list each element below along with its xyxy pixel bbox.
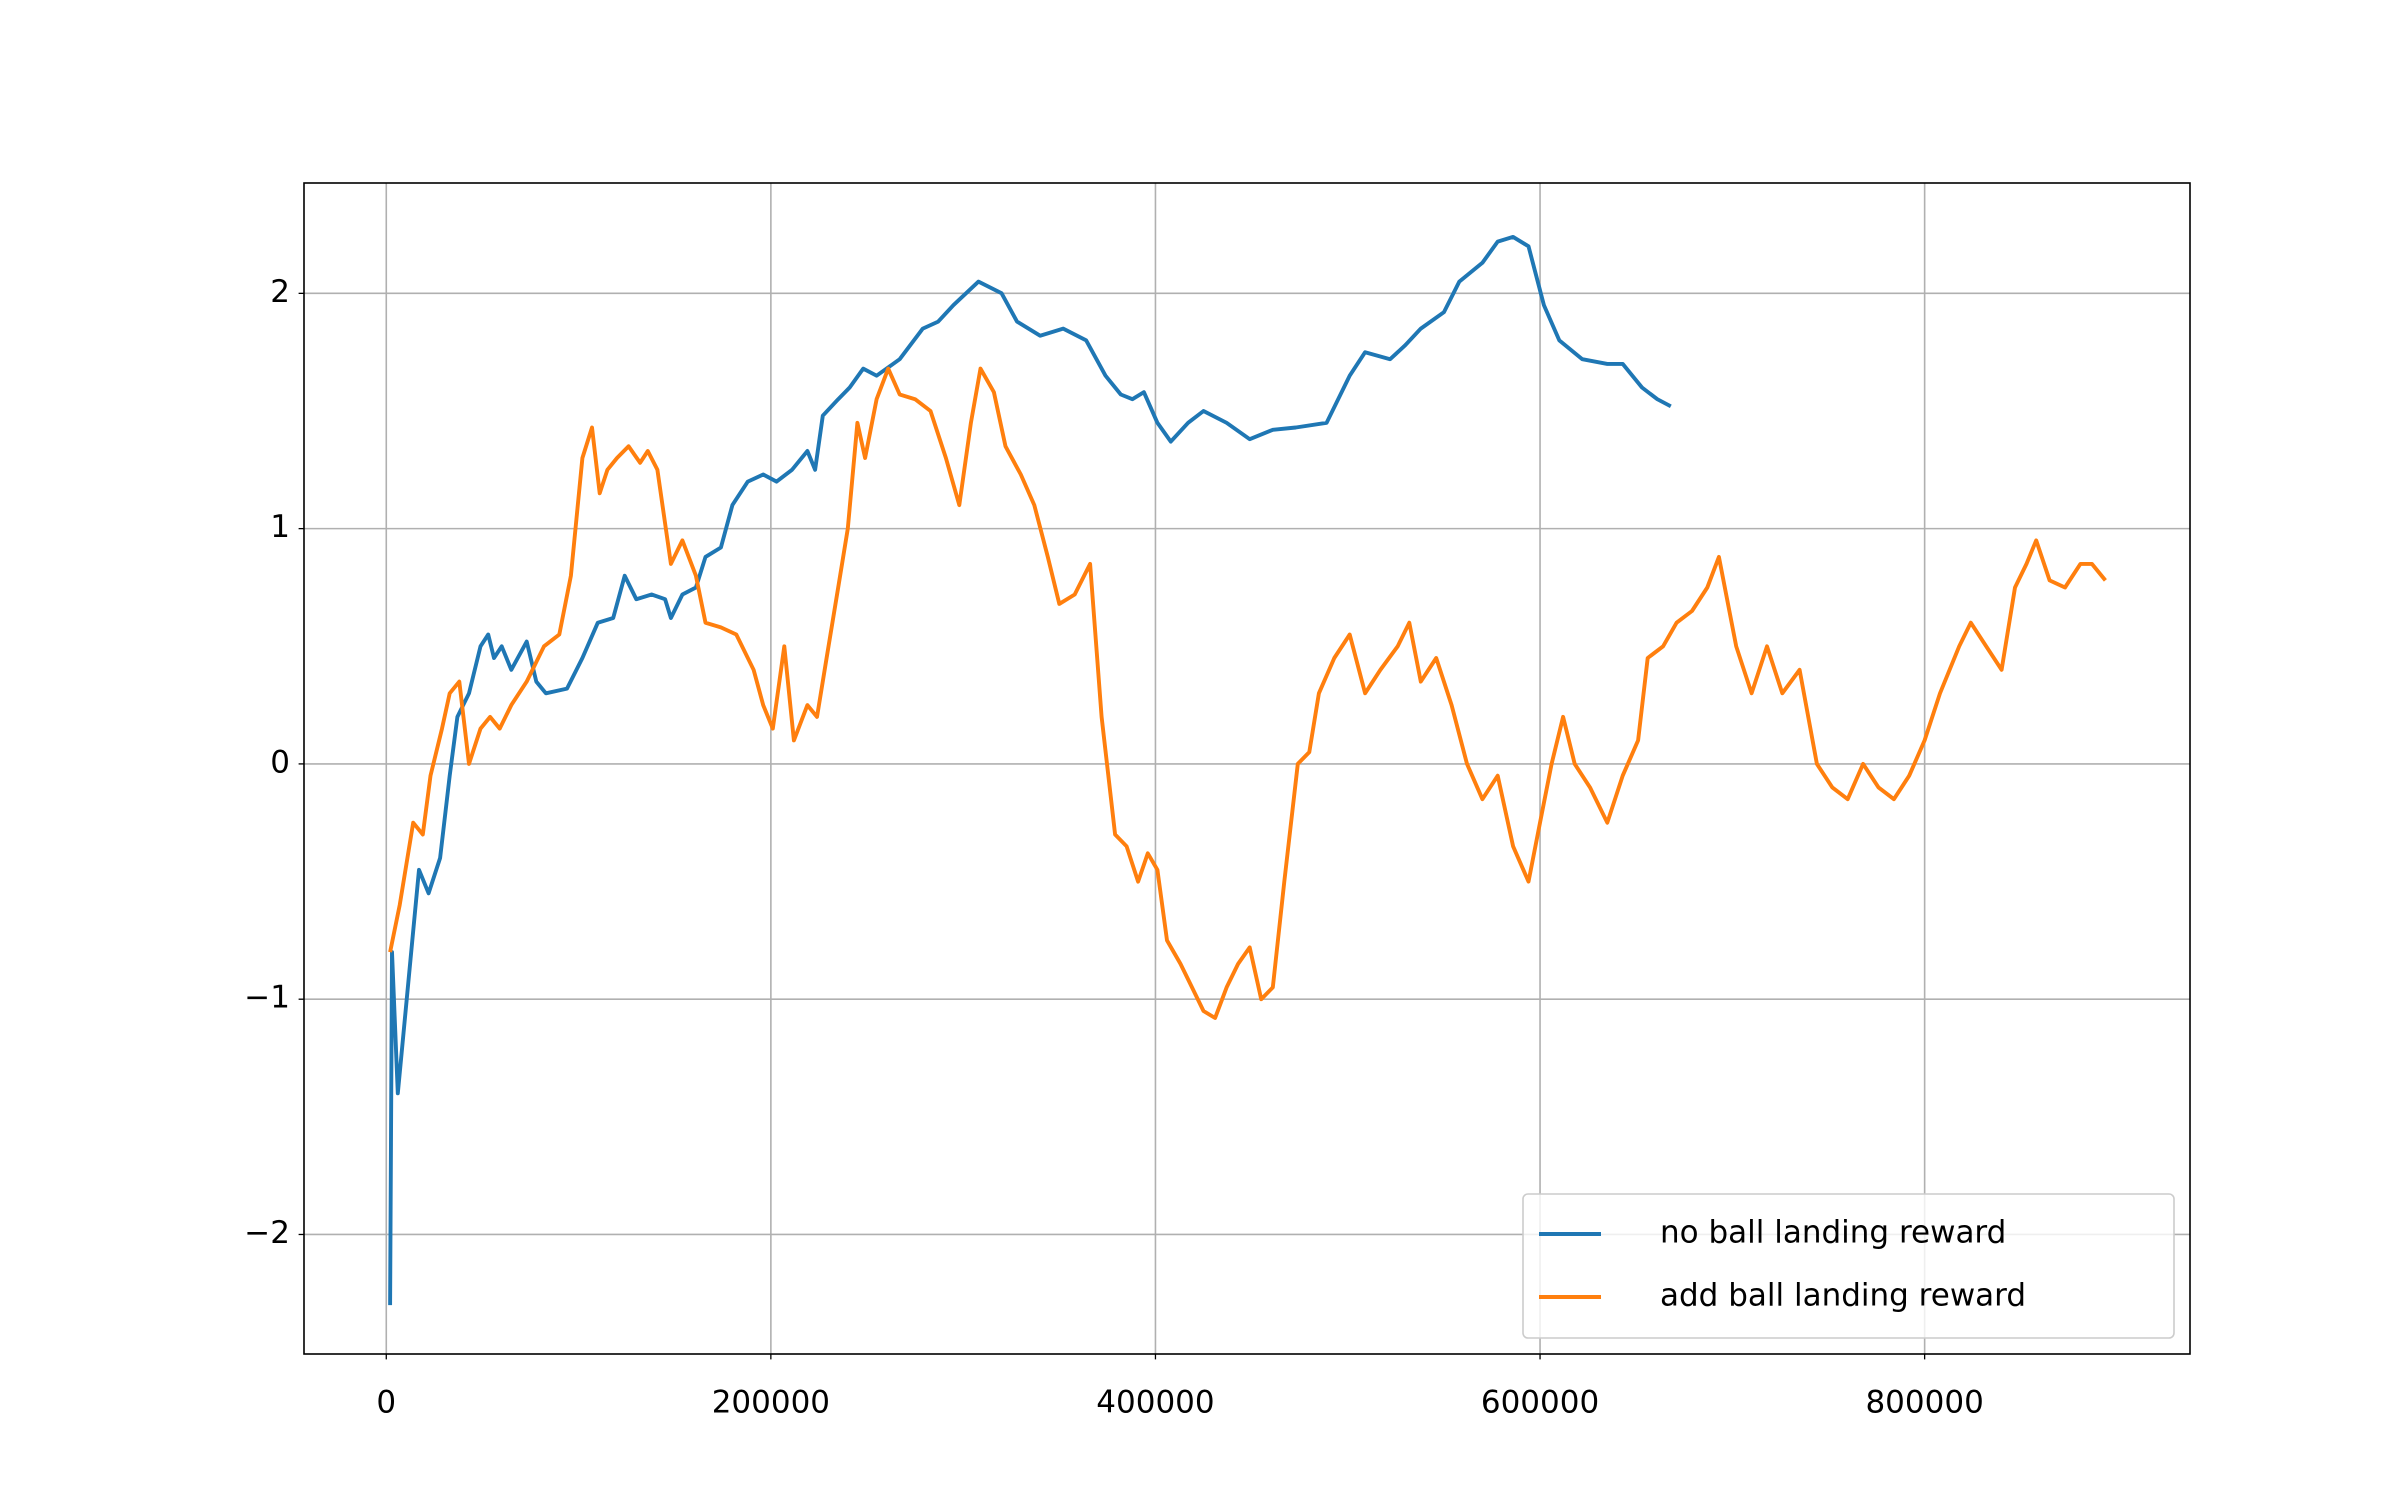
x-tick-label: 200000 — [712, 1385, 830, 1421]
y-tick-label: 0 — [270, 744, 290, 780]
legend-box — [1522, 1193, 2175, 1339]
y-tick-label: 1 — [270, 509, 290, 545]
data-line — [388, 234, 1672, 1306]
x-tick-label: 0 — [376, 1385, 396, 1421]
x-tick-label: 600000 — [1481, 1385, 1599, 1421]
y-tick-label: −1 — [244, 980, 290, 1016]
legend-label: no ball landing reward — [1660, 1215, 2006, 1251]
y-tick-label: 2 — [270, 274, 290, 310]
legend: no ball landing reward add ball landing r… — [1522, 1193, 2175, 1339]
plot-frame — [303, 182, 2191, 1355]
x-tick-label: 800000 — [1865, 1385, 1983, 1421]
x-tick-label: 400000 — [1096, 1385, 1214, 1421]
data-line — [388, 366, 2107, 1020]
y-tick-label: −2 — [244, 1215, 290, 1251]
legend-label: add ball landing reward — [1660, 1278, 2026, 1314]
